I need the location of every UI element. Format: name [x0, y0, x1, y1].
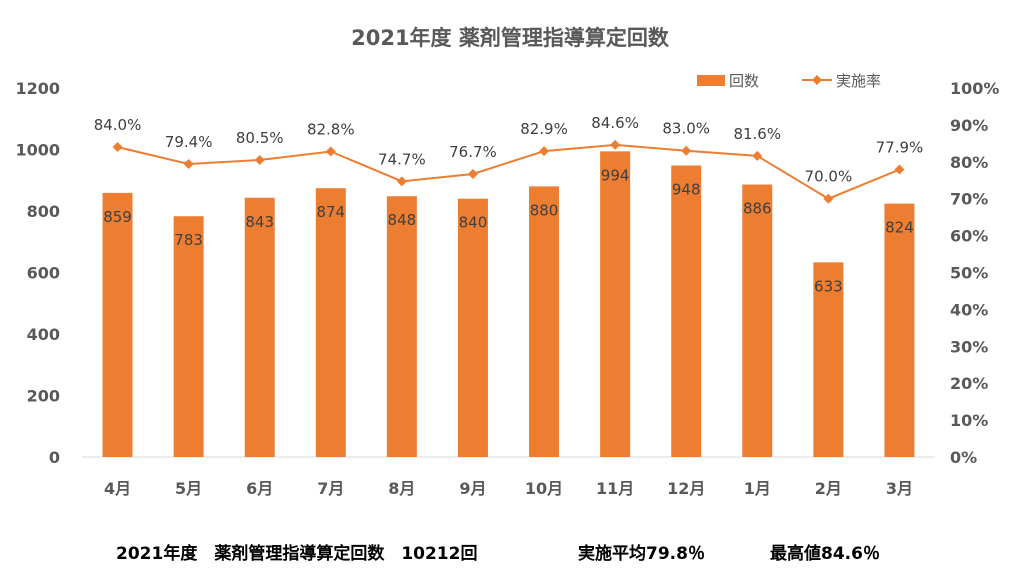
bar-9 — [671, 165, 702, 458]
rate-data-label: 70.0% — [805, 168, 853, 186]
y-right-tick-label: 10% — [950, 411, 988, 430]
legend-line-marker — [812, 75, 822, 85]
x-tick-label: 8月 — [388, 479, 415, 498]
rate-data-label: 80.5% — [236, 129, 284, 147]
rate-data-label: 81.6% — [733, 125, 781, 143]
bar-6 — [457, 198, 488, 457]
rate-marker-1 — [112, 142, 123, 153]
y-right-tick-label: 70% — [950, 190, 988, 209]
bar-data-label: 843 — [245, 213, 274, 231]
footer-average: 実施平均79.8％ — [578, 544, 705, 564]
rate-data-label: 74.7% — [378, 150, 426, 168]
y-right-tick-label: 30% — [950, 337, 988, 356]
y-right-tick-label: 100% — [950, 79, 999, 98]
bar-10 — [742, 184, 773, 457]
bar-11 — [813, 262, 844, 457]
rate-line — [117, 143, 900, 200]
x-tick-label: 4月 — [104, 479, 131, 498]
rate-data-label: 82.9% — [520, 120, 568, 138]
bar-data-label: 783 — [174, 231, 203, 249]
rate-marker-2 — [183, 159, 194, 170]
bar-data-label: 840 — [459, 214, 488, 232]
bar-data-label: 824 — [885, 219, 914, 237]
bar-data-label: 886 — [743, 200, 772, 218]
bar-12 — [884, 203, 915, 457]
x-tick-label: 3月 — [886, 479, 913, 498]
y-right-tick-label: 80% — [950, 153, 988, 172]
bar-2 — [173, 216, 204, 457]
rate-marker-6 — [467, 168, 478, 179]
y-left-tick-label: 0 — [49, 448, 60, 467]
rate-data-label: 84.0% — [94, 116, 142, 134]
y-right-tick-label: 40% — [950, 300, 988, 319]
x-tick-label: 12月 — [667, 479, 705, 498]
rate-data-label: 79.4% — [165, 133, 213, 151]
footer-total: 2021年度 薬剤管理指導算定回数 10212回 — [116, 544, 478, 564]
x-tick-label: 7月 — [317, 479, 344, 498]
y-right-tick-label: 50% — [950, 264, 988, 283]
x-tick-label: 5月 — [175, 479, 202, 498]
rate-marker-3 — [254, 154, 265, 165]
footer-max: 最高値84.6％ — [770, 544, 880, 564]
bar-5 — [386, 196, 417, 458]
x-tick-label: 1月 — [744, 479, 771, 498]
legend-bar-label: 回数 — [729, 72, 759, 90]
rate-data-label: 83.0% — [662, 120, 710, 138]
bar-data-label: 880 — [530, 201, 559, 219]
rate-data-label: 76.7% — [449, 143, 497, 161]
rate-data-label: 84.6% — [591, 114, 639, 132]
bar-data-label: 848 — [388, 211, 417, 229]
chart-title: 2021年度 薬剤管理指導算定回数 — [351, 26, 669, 50]
y-left-tick-label: 600 — [27, 264, 60, 283]
bar-8 — [600, 151, 631, 457]
bar-data-label: 994 — [601, 166, 630, 184]
rate-marker-8 — [610, 139, 621, 150]
bar-data-label: 948 — [672, 180, 701, 198]
y-left-tick-label: 1200 — [15, 79, 60, 98]
bar-data-label: 859 — [103, 208, 132, 226]
y-right-tick-label: 60% — [950, 227, 988, 246]
bar-4 — [315, 188, 346, 457]
y-left-tick-label: 800 — [27, 202, 60, 221]
x-tick-label: 2月 — [815, 479, 842, 498]
legend-bar-swatch — [697, 75, 725, 86]
y-left-tick-label: 400 — [27, 325, 60, 344]
x-tick-label: 11月 — [596, 479, 634, 498]
rate-marker-12 — [894, 164, 905, 175]
x-tick-label: 6月 — [246, 479, 273, 498]
y-left-tick-label: 200 — [27, 387, 60, 406]
bar-data-label: 874 — [316, 203, 345, 221]
rate-marker-10 — [752, 150, 763, 161]
bar-7 — [529, 186, 560, 457]
y-right-tick-label: 0% — [950, 448, 977, 467]
rate-marker-11 — [823, 193, 834, 204]
rate-marker-9 — [681, 145, 692, 156]
x-tick-label: 10月 — [525, 479, 563, 498]
rate-marker-7 — [539, 146, 550, 157]
bar-data-label: 633 — [814, 277, 843, 295]
x-tick-label: 9月 — [459, 479, 486, 498]
bar-1 — [102, 192, 133, 458]
y-left-tick-label: 1000 — [15, 141, 60, 160]
bar-3 — [244, 197, 275, 457]
y-right-tick-label: 20% — [950, 374, 988, 393]
legend-line-label: 実施率 — [836, 72, 881, 90]
rate-data-label: 82.8% — [307, 120, 355, 138]
rate-marker-4 — [325, 146, 336, 157]
y-right-tick-label: 90% — [950, 116, 988, 135]
rate-data-label: 77.9% — [876, 139, 924, 157]
rate-marker-5 — [396, 176, 407, 187]
